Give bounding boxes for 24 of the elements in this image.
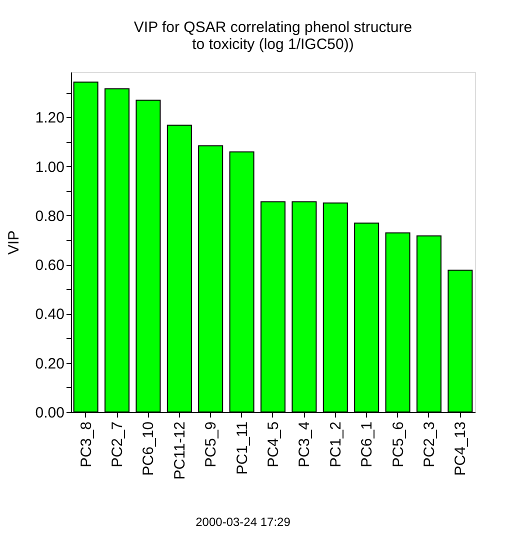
text: to toxicity (log 1/IGC50))	[192, 36, 354, 53]
x-tick-label: PC3_4	[296, 422, 314, 468]
x-tick-label: PC6_10	[140, 422, 158, 476]
x-tick-label: PC5_6	[390, 422, 407, 468]
y-tick-label: 0.20	[35, 355, 64, 372]
y-tick-label: 1.00	[35, 158, 64, 176]
y-tick-label: 1.20	[35, 110, 64, 127]
y-axis-title: VIP	[5, 230, 22, 255]
x-tick-label: PC11-12	[171, 422, 188, 480]
y-tick-label: 0.60	[35, 257, 64, 274]
y-tick-label: 0.00	[35, 404, 64, 422]
x-tick-label: PC1_2	[327, 422, 344, 468]
text: VIP for QSAR correlating phenol structure	[134, 19, 412, 36]
x-tick-label: PC4_5	[265, 422, 282, 468]
y-tick-label: 0.80	[35, 208, 64, 225]
text: 2000-03-24 17:29	[196, 515, 291, 529]
y-tick-label: 0.40	[35, 306, 64, 324]
x-tick-label: PC2_3	[420, 422, 438, 468]
x-tick-label: PC3_8	[78, 422, 95, 468]
x-tick-label: PC5_9	[202, 422, 220, 468]
x-tick-label: PC4_13	[452, 422, 470, 476]
x-tick-label: PC2_7	[109, 422, 126, 468]
x-tick-label: PC1_11	[234, 422, 251, 475]
x-tick-label: PC6_1	[358, 422, 376, 468]
